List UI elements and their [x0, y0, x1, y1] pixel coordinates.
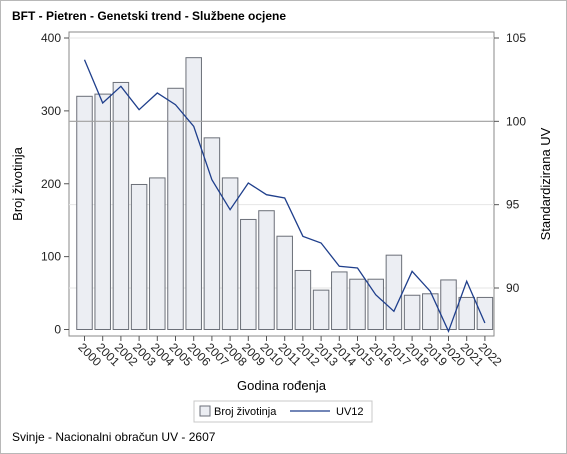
y-tick-label: 400 — [41, 31, 61, 45]
bar — [294, 269, 312, 331]
bar — [403, 294, 421, 330]
bar — [203, 137, 221, 330]
chart-title: BFT - Pietren - Genetski trend - Služben… — [12, 9, 287, 23]
bar — [312, 289, 330, 330]
y2-tick-label: 95 — [506, 198, 520, 212]
legend-bar-swatch — [199, 405, 211, 417]
y-tick-label: 300 — [41, 104, 61, 118]
y2-axis-title: Standardizirana UV — [538, 127, 553, 240]
y-tick-label: 0 — [54, 323, 61, 337]
bar — [331, 271, 348, 330]
bar — [221, 177, 239, 330]
y-tick-label: 100 — [41, 250, 61, 264]
bar — [422, 293, 439, 331]
y-axis-title: Broj životinja — [10, 146, 25, 220]
bar — [240, 218, 257, 331]
bar — [76, 95, 93, 330]
y-tick-label: 200 — [41, 177, 61, 191]
bar — [258, 210, 275, 330]
legend-box — [193, 400, 373, 423]
y2-tick-label: 100 — [506, 114, 526, 128]
bar — [476, 296, 494, 330]
footnote: Svinje - Nacionalni obračun UV - 2607 — [12, 430, 216, 444]
bar — [130, 183, 148, 330]
y2-tick-label: 105 — [506, 31, 526, 45]
bar — [458, 296, 475, 330]
bar — [349, 278, 366, 330]
y2-tick-label: 90 — [506, 281, 520, 295]
bar — [276, 235, 293, 330]
bar — [94, 93, 111, 330]
x-axis-title: Godina rođenja — [237, 378, 327, 393]
bar — [112, 81, 130, 330]
bar — [385, 254, 403, 330]
bar — [149, 177, 166, 330]
bar — [185, 57, 202, 331]
bar — [440, 279, 457, 331]
bar — [167, 87, 184, 330]
bar — [367, 278, 384, 330]
legend-label-bars: Broj životinja — [214, 406, 277, 418]
legend-label-line: UV12 — [336, 406, 364, 418]
series-line-uv12 — [83, 59, 486, 334]
